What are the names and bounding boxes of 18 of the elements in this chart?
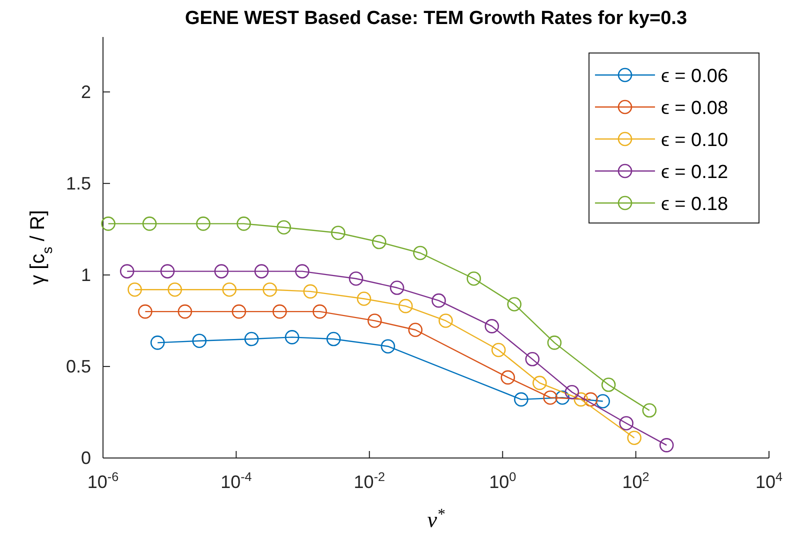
- y-tick-label: 1: [80, 264, 91, 285]
- x-tick-label: 10$^{0}$: [489, 470, 516, 492]
- x-tick-label: 10$^{-6}$: [87, 470, 119, 492]
- chart-title: GENE WEST Based Case: TEM Growth Rates for ky=0.3: [184, 8, 688, 29]
- legend-label: ϵ = 0.12: [661, 162, 728, 183]
- legend-label: ϵ = 0.06: [661, 66, 728, 87]
- legend-label: ϵ = 0.18: [661, 194, 728, 215]
- x-tick-label: 10$^{4}$: [755, 470, 783, 492]
- x-axis-title: ν$^{*}$: [427, 506, 446, 532]
- legend-label: ϵ = 0.10: [661, 130, 728, 151]
- x-tick-label: 10$^{2}$: [622, 470, 650, 492]
- x-tick-label: 10$^{-2}$: [354, 470, 386, 492]
- y-tick-label: 1.5: [66, 173, 91, 194]
- y-tick-label: 0: [80, 448, 91, 468]
- x-tick-label: 10$^{-4}$: [220, 470, 252, 492]
- y-tick-label: 2: [80, 82, 91, 102]
- legend-label: ϵ = 0.08: [661, 98, 728, 119]
- y-tick-label: 0.5: [66, 356, 91, 376]
